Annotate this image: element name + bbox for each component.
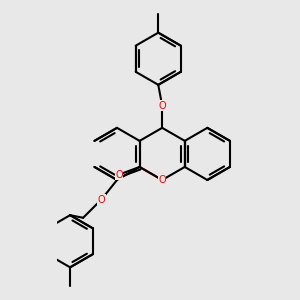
Text: O: O (115, 170, 123, 180)
Text: O: O (158, 101, 166, 111)
Text: O: O (158, 175, 166, 185)
Text: O: O (98, 194, 105, 205)
